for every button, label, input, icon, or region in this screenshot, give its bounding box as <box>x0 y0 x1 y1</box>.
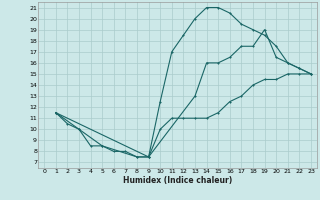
X-axis label: Humidex (Indice chaleur): Humidex (Indice chaleur) <box>123 176 232 185</box>
